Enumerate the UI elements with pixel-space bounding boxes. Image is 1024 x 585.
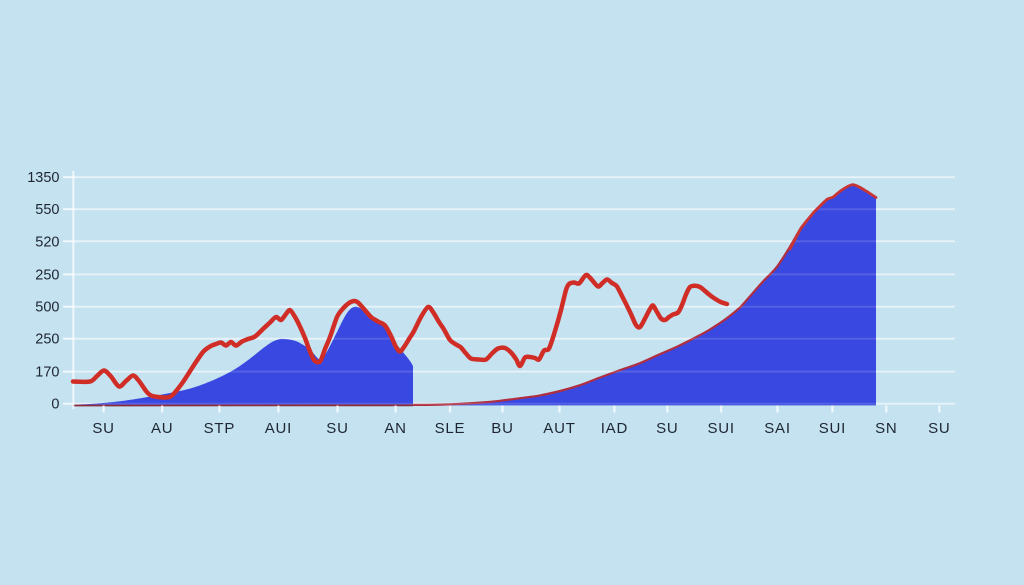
svg-text:AUT: AUT bbox=[543, 420, 575, 437]
svg-text:500: 500 bbox=[35, 300, 59, 316]
svg-text:SUI: SUI bbox=[707, 420, 734, 437]
svg-text:IAD: IAD bbox=[601, 420, 628, 437]
svg-text:STP: STP bbox=[204, 420, 236, 437]
svg-text:SLE: SLE bbox=[435, 420, 466, 437]
svg-text:550: 550 bbox=[35, 202, 59, 218]
svg-text:SUI: SUI bbox=[819, 420, 846, 437]
svg-text:0: 0 bbox=[51, 397, 59, 413]
svg-text:AN: AN bbox=[384, 420, 406, 437]
svg-text:BU: BU bbox=[491, 420, 513, 437]
svg-text:AUI: AUI bbox=[265, 420, 292, 437]
svg-text:SU: SU bbox=[92, 420, 114, 437]
svg-text:SU: SU bbox=[928, 420, 950, 437]
svg-text:250: 250 bbox=[35, 332, 59, 348]
svg-text:AU: AU bbox=[151, 420, 173, 437]
svg-text:SU: SU bbox=[326, 420, 348, 437]
svg-text:SAI: SAI bbox=[764, 420, 791, 437]
svg-text:250: 250 bbox=[35, 267, 59, 283]
svg-text:520: 520 bbox=[35, 234, 59, 250]
svg-text:170: 170 bbox=[35, 365, 59, 381]
svg-text:SN: SN bbox=[875, 420, 897, 437]
svg-text:1350: 1350 bbox=[27, 170, 59, 186]
svg-text:SU: SU bbox=[656, 420, 678, 437]
